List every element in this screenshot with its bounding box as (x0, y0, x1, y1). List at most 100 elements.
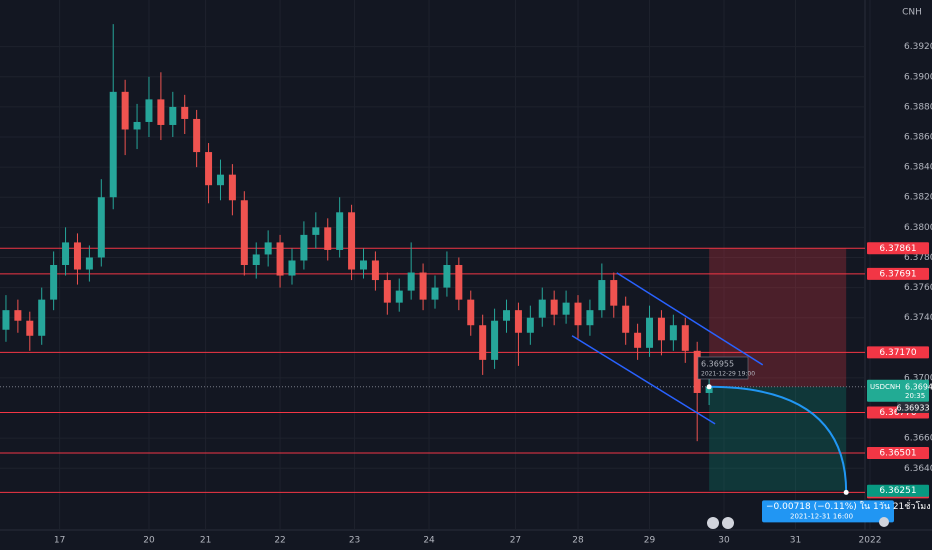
y-tick-label: 6.38200 (904, 193, 932, 203)
projection-label-box (762, 500, 894, 523)
candle-body (586, 310, 594, 326)
tooltip-box (697, 356, 749, 380)
candle-body (348, 212, 356, 270)
candle-body (97, 197, 105, 258)
candle-body (538, 299, 546, 318)
candle-body (336, 212, 344, 250)
level-label: 6.36770 (879, 408, 916, 418)
x-tick-label: 17 (54, 536, 65, 546)
candle-body (598, 280, 606, 311)
candle-body (491, 320, 499, 360)
x-tick-label: 30 (718, 536, 730, 546)
candle-body (610, 280, 618, 306)
y-tick-label: 6.37600 (904, 283, 932, 293)
level-label-box (867, 447, 929, 460)
y-tick-label: 6.39200 (904, 42, 932, 52)
channel-line (616, 272, 764, 366)
candle-body (50, 265, 58, 300)
reward-zone (709, 386, 847, 491)
candle-body (181, 106, 189, 119)
level-label-box (867, 242, 929, 255)
level-label: 6.37861 (879, 244, 916, 254)
last-price-box (867, 379, 929, 402)
candle-body (395, 290, 403, 303)
flag-icon[interactable] (879, 517, 889, 527)
candle-body (634, 332, 642, 348)
candle-body (228, 174, 236, 201)
candle-body (383, 280, 391, 303)
candle-body (669, 325, 677, 341)
candle-body (693, 350, 701, 393)
tooltip-value: 6.36955 (701, 360, 734, 369)
candle-body (503, 310, 511, 321)
bid-label: 6.36933 (896, 404, 929, 413)
candle-body (288, 260, 296, 276)
y-tick-label: 6.38800 (904, 102, 932, 112)
candle-body (38, 299, 46, 336)
projection-point (843, 489, 849, 495)
candle-body (657, 317, 665, 341)
level-label-box (867, 267, 929, 280)
y-tick-label: 6.37400 (904, 313, 932, 323)
x-tick-label: 29 (644, 536, 656, 546)
flag-icon[interactable] (722, 517, 734, 529)
candle-body (514, 310, 522, 333)
x-tick-label: 24 (423, 536, 435, 546)
candle-body (419, 272, 427, 300)
candle-body (240, 200, 248, 265)
x-tick-label: 31 (790, 536, 801, 546)
x-tick-label: 21 (200, 536, 211, 546)
candle-body (169, 106, 177, 125)
candle-body (705, 386, 713, 393)
candle-body (467, 299, 475, 326)
flag-icon[interactable] (707, 517, 719, 529)
target-label: 6.36251 (879, 486, 916, 496)
level-label: 6.37170 (879, 348, 916, 358)
candle-body (14, 310, 22, 321)
candle-body (26, 320, 34, 336)
symbol-label: CNH (902, 8, 922, 18)
candle-body (359, 260, 367, 270)
last-price-symbol: USDCNH (870, 383, 900, 391)
candle-body (443, 265, 451, 288)
candle-body (121, 91, 129, 130)
candle-body (479, 325, 487, 360)
bid-box (897, 402, 929, 414)
y-tick-label: 6.38600 (904, 133, 932, 143)
candle-body (300, 234, 308, 261)
projection-point (706, 384, 712, 390)
candle-body (264, 242, 272, 255)
candle-body (252, 254, 260, 265)
x-tick-label: 22 (274, 536, 285, 546)
candle-body (526, 317, 534, 333)
level-label-box (867, 346, 929, 359)
x-tick-label: 28 (572, 536, 584, 546)
candle-body (574, 302, 582, 326)
candle-body (73, 242, 81, 270)
candle-body (622, 305, 630, 333)
candle-body (216, 174, 224, 186)
y-tick-label: 6.36400 (904, 464, 932, 474)
candle-body (407, 272, 415, 291)
candle-body (85, 257, 93, 270)
candle-body (62, 242, 70, 265)
y-tick-label: 6.37000 (904, 373, 932, 383)
tooltip-time: 2021-12-29 19:00 (701, 371, 755, 378)
y-tick-label: 6.38000 (904, 223, 932, 233)
level-label: 6.37691 (879, 269, 916, 279)
candle-body (562, 302, 570, 315)
x-tick-label: 2022 (859, 536, 882, 546)
candle-body (431, 287, 439, 300)
candle-body (2, 310, 10, 330)
candle-body (455, 265, 463, 300)
candle-body (276, 242, 284, 276)
candle-body (157, 99, 165, 125)
level-label: 6.36501 (879, 449, 916, 459)
y-tick-label: 6.39000 (904, 72, 932, 82)
target-label-box (867, 484, 929, 497)
candle-body (324, 227, 332, 250)
x-tick-label: 20 (143, 536, 155, 546)
candle-body (133, 121, 141, 130)
